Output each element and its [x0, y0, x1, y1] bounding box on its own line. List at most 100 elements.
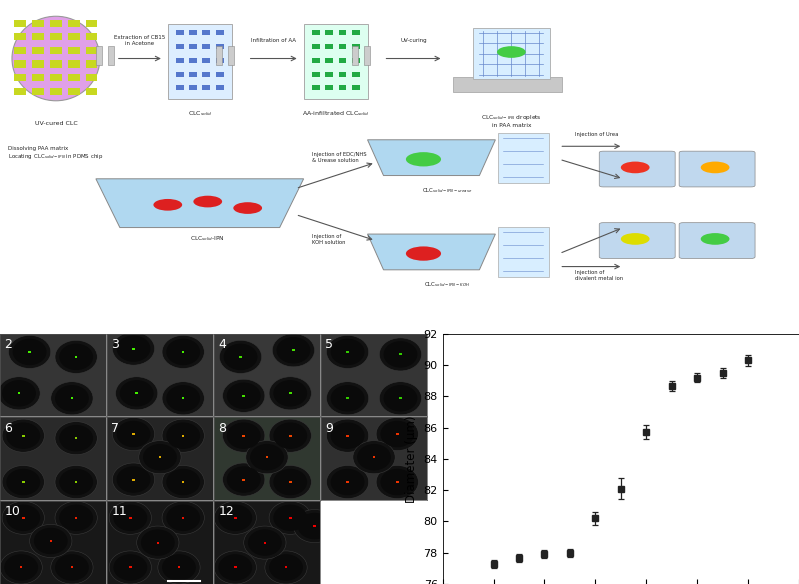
- Circle shape: [218, 505, 252, 531]
- Bar: [289, 392, 292, 394]
- Text: 4: 4: [218, 338, 226, 351]
- Bar: [28, 351, 31, 353]
- Circle shape: [273, 505, 307, 531]
- Text: CLC$_{solid-IPN-urease}$: CLC$_{solid-IPN-urease}$: [422, 186, 473, 194]
- Bar: [14, 74, 26, 81]
- Text: Injection of
divalent metal ion: Injection of divalent metal ion: [575, 270, 623, 281]
- Circle shape: [384, 341, 417, 368]
- Bar: [216, 30, 224, 35]
- Bar: [68, 33, 79, 40]
- Bar: [70, 397, 74, 399]
- Polygon shape: [368, 234, 495, 270]
- Circle shape: [406, 246, 441, 260]
- Circle shape: [331, 422, 364, 449]
- Circle shape: [162, 501, 205, 534]
- Bar: [339, 85, 347, 91]
- Bar: [189, 44, 197, 49]
- Bar: [189, 72, 197, 77]
- Circle shape: [143, 444, 177, 471]
- Polygon shape: [96, 179, 304, 228]
- Bar: [202, 30, 210, 35]
- Bar: [20, 566, 22, 568]
- Text: 10: 10: [4, 505, 20, 519]
- Bar: [202, 85, 210, 91]
- Bar: [22, 517, 25, 519]
- Circle shape: [327, 465, 369, 499]
- Bar: [75, 481, 78, 483]
- Text: CLC$_{solid}$: CLC$_{solid}$: [188, 109, 212, 118]
- Circle shape: [141, 529, 175, 556]
- Circle shape: [269, 465, 312, 499]
- Circle shape: [162, 554, 196, 580]
- Circle shape: [59, 425, 93, 451]
- Circle shape: [406, 152, 441, 166]
- Circle shape: [2, 465, 45, 499]
- Circle shape: [380, 469, 414, 495]
- Circle shape: [113, 418, 155, 451]
- Circle shape: [331, 339, 364, 365]
- Circle shape: [59, 343, 93, 370]
- Circle shape: [166, 505, 200, 531]
- Bar: [182, 517, 185, 519]
- Bar: [182, 351, 185, 353]
- Bar: [234, 517, 237, 519]
- Circle shape: [137, 526, 179, 559]
- Circle shape: [162, 465, 205, 499]
- Circle shape: [153, 199, 182, 211]
- Circle shape: [327, 419, 369, 452]
- Text: 3: 3: [111, 338, 119, 351]
- Bar: [14, 61, 26, 68]
- Circle shape: [2, 419, 45, 452]
- Bar: [313, 525, 316, 527]
- Circle shape: [113, 332, 155, 365]
- Bar: [75, 517, 78, 519]
- Circle shape: [331, 385, 364, 412]
- Circle shape: [380, 338, 422, 371]
- Text: 12: 12: [218, 505, 234, 519]
- Bar: [373, 456, 376, 458]
- Bar: [239, 356, 242, 358]
- Circle shape: [117, 335, 150, 362]
- Bar: [33, 19, 44, 27]
- Bar: [182, 481, 185, 483]
- Bar: [202, 44, 210, 49]
- Circle shape: [166, 385, 200, 412]
- Circle shape: [248, 529, 282, 556]
- Bar: [182, 434, 185, 437]
- Bar: [400, 353, 402, 356]
- Circle shape: [55, 465, 97, 499]
- Text: 11: 11: [111, 505, 127, 519]
- Text: UV-cured CLC: UV-cured CLC: [34, 121, 78, 126]
- Bar: [33, 61, 44, 68]
- FancyBboxPatch shape: [473, 28, 550, 79]
- Text: CLC$_{solid-IPN}$ droplets
in PAA matrix: CLC$_{solid-IPN}$ droplets in PAA matrix: [481, 113, 542, 128]
- Bar: [75, 437, 78, 439]
- Bar: [50, 47, 62, 54]
- Text: 6: 6: [4, 422, 12, 434]
- Circle shape: [497, 46, 526, 58]
- Circle shape: [113, 554, 147, 580]
- Bar: [396, 433, 399, 435]
- Bar: [234, 566, 237, 568]
- Circle shape: [269, 377, 312, 410]
- FancyBboxPatch shape: [453, 77, 562, 92]
- Circle shape: [376, 418, 419, 451]
- Circle shape: [55, 422, 97, 455]
- Bar: [400, 397, 402, 399]
- Bar: [346, 434, 349, 437]
- Circle shape: [162, 335, 205, 369]
- Text: 7: 7: [111, 422, 119, 434]
- FancyBboxPatch shape: [679, 223, 755, 259]
- Bar: [216, 85, 224, 91]
- Bar: [14, 33, 26, 40]
- Bar: [216, 58, 224, 62]
- Circle shape: [0, 377, 40, 410]
- Bar: [189, 30, 197, 35]
- Circle shape: [701, 233, 729, 245]
- Bar: [75, 356, 78, 358]
- Circle shape: [109, 501, 152, 534]
- Circle shape: [6, 422, 40, 449]
- Bar: [325, 85, 333, 91]
- Circle shape: [227, 422, 260, 449]
- Bar: [339, 44, 347, 49]
